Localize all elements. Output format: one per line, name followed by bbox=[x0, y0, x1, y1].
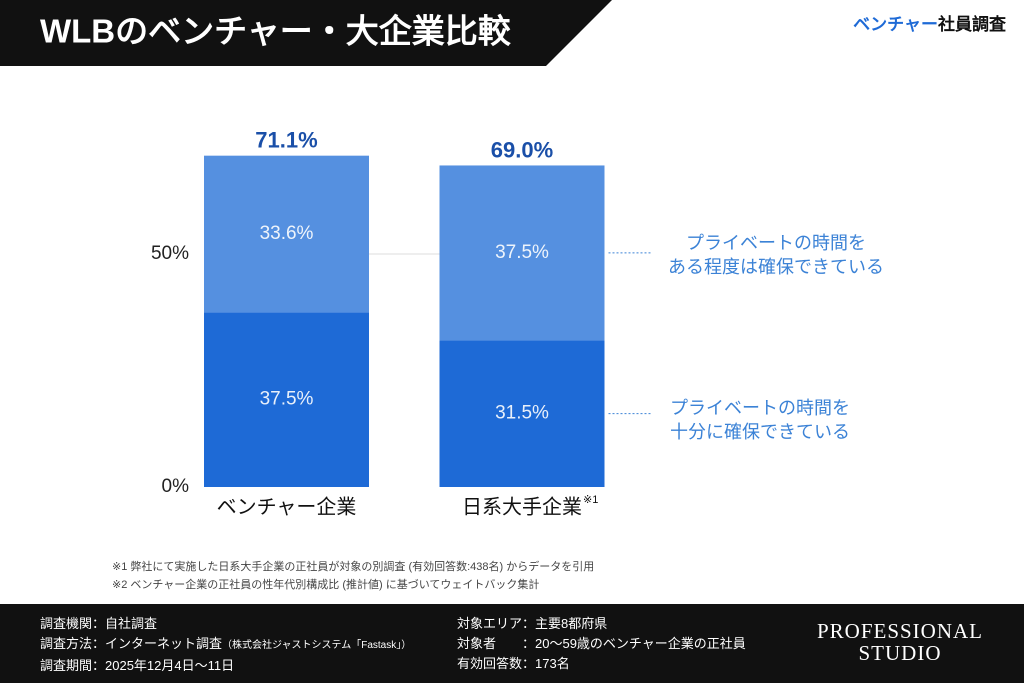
y-tick-label: 0% bbox=[162, 476, 190, 497]
brand-rest: 社員調査 bbox=[937, 14, 1007, 34]
footer-row: 有効回答数：173名 bbox=[457, 656, 570, 671]
footer: 調査機関：自社調査 調査方法：インターネット調査（株式会社ジャストシステム「Fa… bbox=[0, 604, 1024, 683]
total-label: 71.1% bbox=[255, 127, 317, 152]
x-tick-label: ベンチャー企業 bbox=[217, 495, 357, 518]
total-label: 69.0% bbox=[491, 137, 553, 162]
footer-right: 対象エリア：主要8都府県 対象者 ：20〜59歳のベンチャー企業の正社員 有効回… bbox=[457, 614, 746, 674]
footer-note: （株式会社ジャストシステム「Fastask」） bbox=[222, 640, 412, 651]
footer-row: 対象エリア：主要8都府県 bbox=[457, 616, 608, 631]
category-note: ※1 bbox=[583, 494, 598, 506]
bar-segment bbox=[204, 312, 369, 487]
legend-label: プライベートの時間を ある程度は確保できている bbox=[668, 233, 884, 277]
footer-text: 調査方法：インターネット調査 bbox=[40, 636, 223, 651]
logo-line: PROFESSIONAL bbox=[816, 619, 984, 643]
footnote: ※2 ベンチャー企業の正社員の性年代別構成比 (推計値) に基づいてウェイトバッ… bbox=[112, 577, 539, 591]
brand-accent: ベンチャー bbox=[853, 15, 938, 34]
footer-row: 調査期間：2025年12月4日〜11日 bbox=[40, 658, 235, 673]
footer-row: 調査方法：インターネット調査（株式会社ジャストシステム「Fastask」） bbox=[40, 634, 411, 656]
title: WLBのベンチャー・大企業比較 bbox=[40, 13, 512, 50]
footer-left: 調査機関：自社調査 調査方法：インターネット調査（株式会社ジャストシステム「Fa… bbox=[40, 614, 411, 676]
brand: ベンチャー社員調査 bbox=[853, 14, 1007, 34]
bar-segment bbox=[439, 165, 605, 341]
value-label: 37.5% bbox=[260, 389, 314, 410]
value-label: 33.6% bbox=[260, 223, 314, 244]
value-label: 37.5% bbox=[495, 242, 549, 263]
footer-row: 調査機関：自社調査 bbox=[40, 616, 158, 631]
legend-label: プライベートの時間を 十分に確保できている bbox=[670, 398, 850, 442]
bar-segment bbox=[204, 155, 369, 313]
footer-row: 対象者 ：20〜59歳のベンチャー企業の正社員 bbox=[457, 636, 746, 651]
bar-segment bbox=[439, 340, 605, 487]
value-label: 31.5% bbox=[495, 403, 549, 424]
logo-line: STUDIO bbox=[858, 641, 942, 665]
y-tick-label: 50% bbox=[151, 243, 189, 264]
x-tick-label: 日系大手企業 bbox=[462, 495, 582, 518]
logo: PROFESSIONAL STUDIO bbox=[800, 620, 1000, 664]
footnote: ※1 弊社にて実施した日系大手企業の正社員が対象の別調査 (有効回答数:438名… bbox=[112, 559, 594, 573]
header-band bbox=[0, 0, 612, 66]
